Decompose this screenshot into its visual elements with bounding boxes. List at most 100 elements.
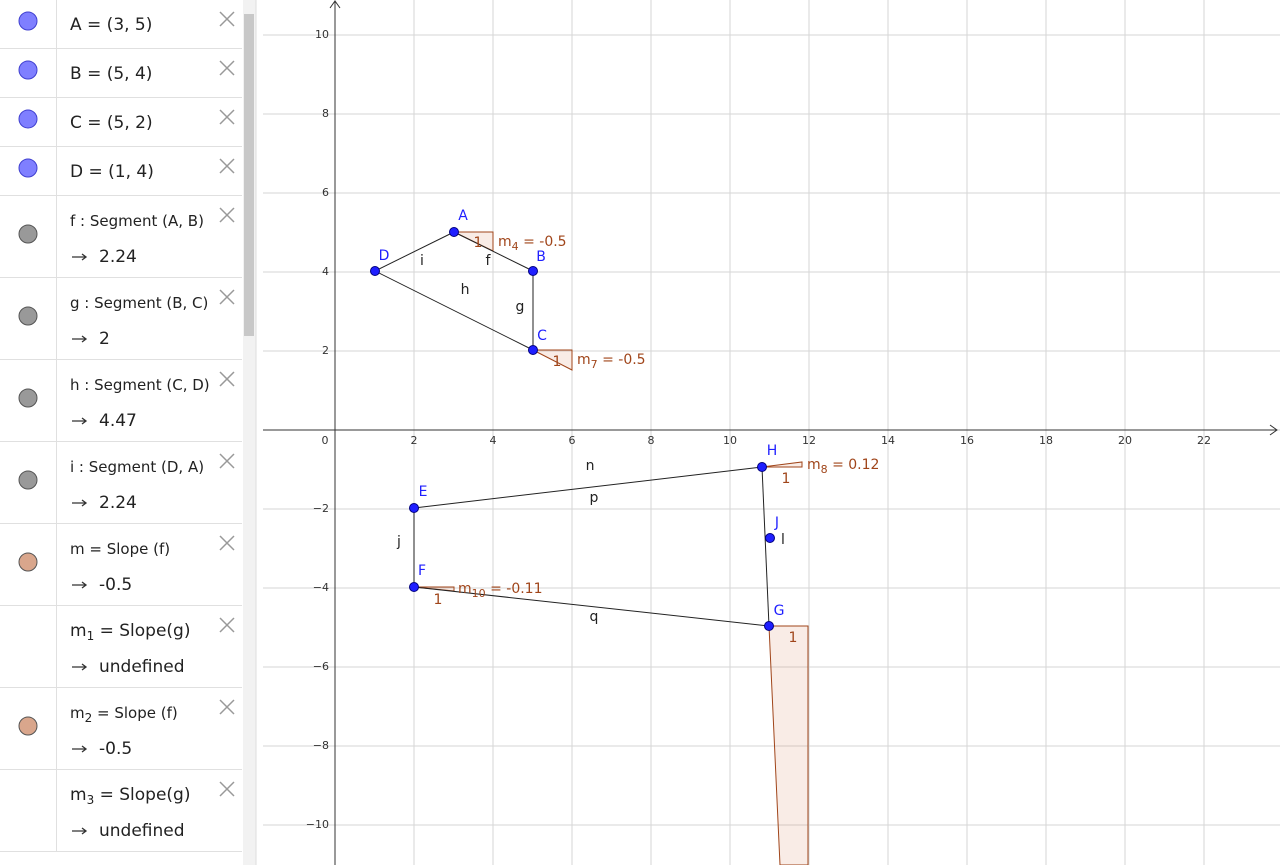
segment bbox=[374, 231, 455, 272]
point-label: F bbox=[418, 563, 426, 579]
x-tick-label: 6 bbox=[569, 434, 576, 447]
x-tick-label: 0 bbox=[322, 434, 329, 447]
definition-text: m bbox=[70, 704, 85, 722]
segment-label: l bbox=[781, 532, 785, 548]
point-label: G bbox=[774, 603, 785, 619]
definition: g : Segment (B, C) bbox=[70, 294, 208, 312]
arrow-icon bbox=[72, 581, 88, 589]
delete-button[interactable] bbox=[219, 289, 235, 305]
visibility-toggle[interactable] bbox=[18, 306, 38, 326]
value: 2.24 bbox=[99, 247, 137, 267]
slope-value: = -0.5 bbox=[519, 234, 567, 250]
value: undefined bbox=[99, 821, 185, 841]
segment-label: p bbox=[590, 490, 599, 506]
x-tick-label: 12 bbox=[802, 434, 816, 447]
delete-button[interactable] bbox=[219, 109, 235, 125]
visibility-toggle[interactable] bbox=[18, 60, 38, 80]
delete-button[interactable] bbox=[219, 617, 235, 633]
y-tick-label: 10 bbox=[315, 28, 329, 41]
delete-button[interactable] bbox=[219, 699, 235, 715]
delete-button[interactable] bbox=[219, 158, 235, 174]
delete-button[interactable] bbox=[219, 60, 235, 76]
delete-button[interactable] bbox=[219, 207, 235, 223]
arrow-icon bbox=[72, 827, 88, 835]
point-label: E bbox=[419, 484, 428, 500]
definition: i : Segment (D, A) bbox=[70, 458, 204, 476]
y-tick-label: 8 bbox=[322, 107, 329, 120]
segment bbox=[761, 466, 770, 627]
point[interactable] bbox=[757, 462, 767, 472]
point[interactable] bbox=[765, 533, 775, 543]
delete-button[interactable] bbox=[219, 781, 235, 797]
visibility-toggle[interactable] bbox=[18, 552, 38, 572]
definition-text: A = (3, 5) bbox=[70, 15, 152, 35]
segment bbox=[453, 231, 534, 272]
definition: C = (5, 2) bbox=[70, 113, 153, 133]
arrow-icon bbox=[72, 663, 88, 671]
delete-button[interactable] bbox=[219, 371, 235, 387]
point-label: A bbox=[458, 208, 468, 224]
point[interactable] bbox=[409, 503, 419, 513]
slope-value: = 0.12 bbox=[828, 457, 880, 473]
point-label: C bbox=[537, 328, 547, 344]
definition: m2 = Slope (f) bbox=[70, 704, 178, 725]
slope-run-label: 1 bbox=[782, 471, 791, 487]
slope-label: m4 = -0.5 bbox=[498, 234, 567, 253]
y-tick-label: 6 bbox=[322, 186, 329, 199]
x-tick-label: 16 bbox=[960, 434, 974, 447]
definition-rest: = Slope(g) bbox=[94, 621, 190, 641]
segment-label: f bbox=[486, 253, 492, 269]
x-axis bbox=[263, 424, 1278, 436]
definition: A = (3, 5) bbox=[70, 15, 152, 35]
visibility-toggle[interactable] bbox=[18, 224, 38, 244]
visibility-toggle[interactable] bbox=[18, 388, 38, 408]
visibility-toggle[interactable] bbox=[18, 11, 38, 31]
visibility-toggle[interactable] bbox=[18, 470, 38, 490]
x-tick-label: 10 bbox=[723, 434, 737, 447]
segment bbox=[413, 586, 770, 627]
arrow-icon bbox=[72, 335, 88, 343]
segment bbox=[374, 270, 534, 351]
definition-text: h : Segment (C, D) bbox=[70, 376, 210, 394]
y-tick-label: −4 bbox=[313, 581, 329, 594]
slope-triangle bbox=[761, 461, 803, 468]
arrow-icon bbox=[72, 417, 88, 425]
delete-button[interactable] bbox=[219, 535, 235, 551]
definition: m1 = Slope(g) bbox=[70, 621, 190, 643]
segment-label: j bbox=[396, 534, 401, 550]
segment-label: n bbox=[586, 458, 595, 474]
segment bbox=[413, 466, 763, 509]
y-tick-label: −6 bbox=[313, 660, 329, 673]
definition-text: m = Slope (f) bbox=[70, 540, 170, 558]
point[interactable] bbox=[528, 266, 538, 276]
scrollbar-thumb[interactable] bbox=[244, 14, 254, 336]
definition: h : Segment (C, D) bbox=[70, 376, 210, 394]
algebra-view bbox=[0, 0, 256, 865]
value: 2.24 bbox=[99, 493, 137, 513]
point[interactable] bbox=[370, 266, 380, 276]
value: -0.5 bbox=[99, 575, 132, 595]
slope-run-label: 1 bbox=[474, 235, 483, 251]
definition: B = (5, 4) bbox=[70, 64, 152, 84]
visibility-toggle[interactable] bbox=[18, 109, 38, 129]
definition-text: C = (5, 2) bbox=[70, 113, 153, 133]
delete-button[interactable] bbox=[219, 453, 235, 469]
point[interactable] bbox=[528, 345, 538, 355]
point[interactable] bbox=[764, 621, 774, 631]
slope-name: m bbox=[498, 234, 512, 250]
definition-text: f : Segment (A, B) bbox=[70, 212, 204, 230]
arrow-icon bbox=[72, 745, 88, 753]
y-tick-label: 4 bbox=[322, 265, 329, 278]
definition-text: g : Segment (B, C) bbox=[70, 294, 208, 312]
slope-name: m bbox=[458, 581, 472, 597]
point[interactable] bbox=[409, 582, 419, 592]
definition-rest: = Slope (f) bbox=[92, 704, 177, 722]
point-label: H bbox=[767, 443, 778, 459]
delete-button[interactable] bbox=[219, 11, 235, 27]
visibility-toggle[interactable] bbox=[18, 716, 38, 736]
arrow-icon bbox=[72, 253, 88, 261]
visibility-toggle[interactable] bbox=[18, 158, 38, 178]
subscript: 7 bbox=[591, 358, 598, 371]
point[interactable] bbox=[449, 227, 459, 237]
